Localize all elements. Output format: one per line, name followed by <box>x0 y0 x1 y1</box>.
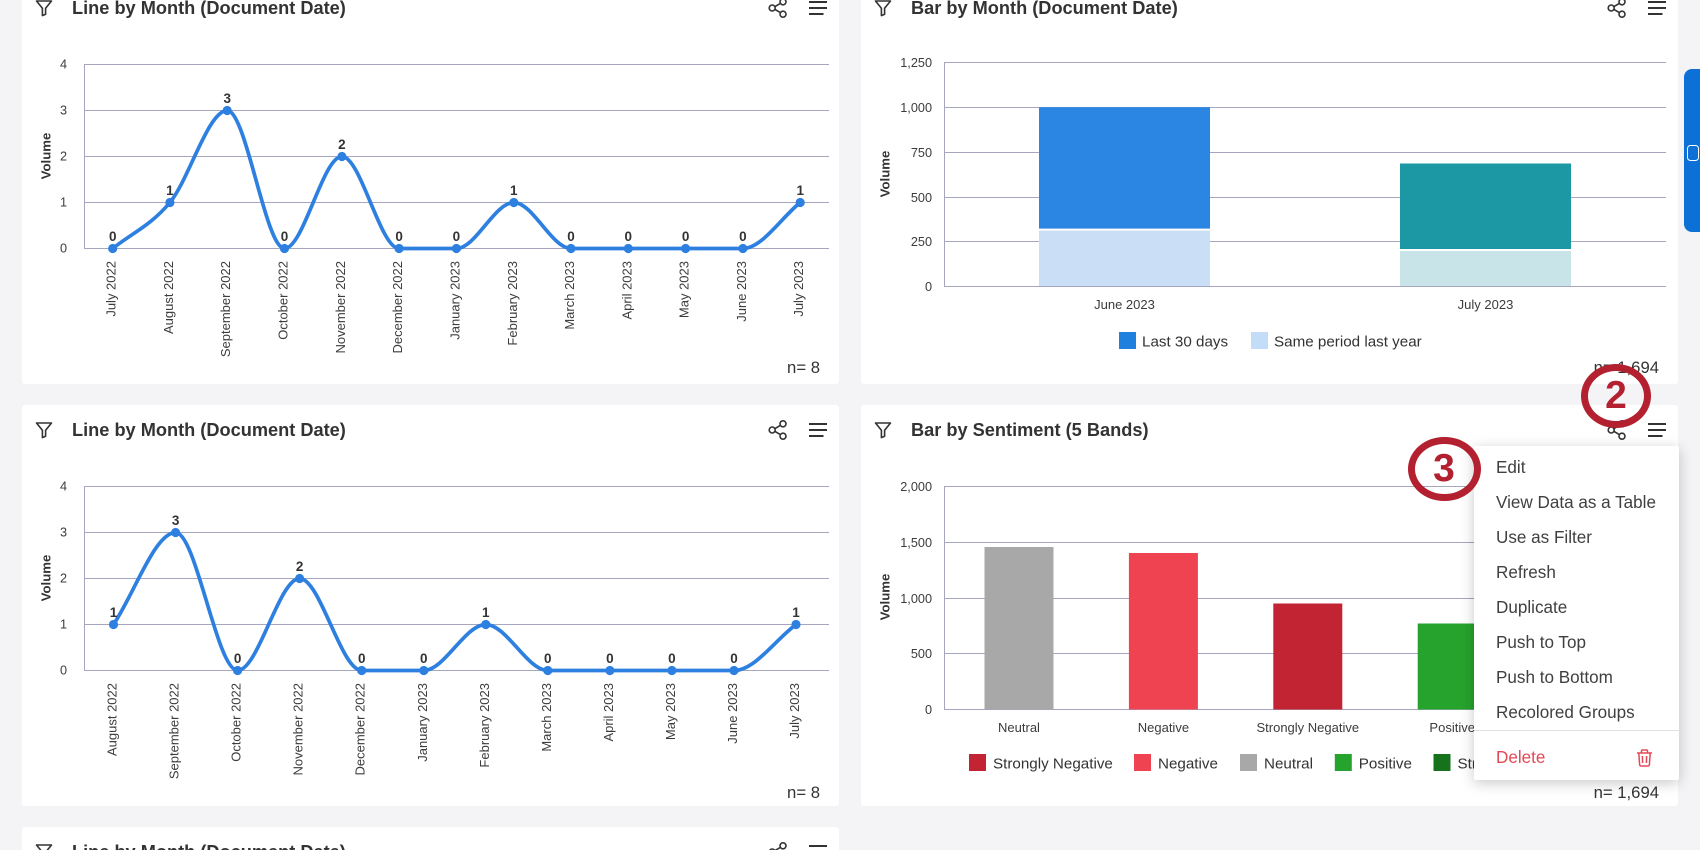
svg-text:June 2023: June 2023 <box>725 683 740 744</box>
svg-text:0: 0 <box>420 651 428 666</box>
svg-text:250: 250 <box>911 235 932 249</box>
svg-text:Neutral: Neutral <box>998 720 1040 735</box>
svg-text:October 2022: October 2022 <box>276 261 291 340</box>
svg-text:750: 750 <box>911 146 932 160</box>
svg-text:0: 0 <box>925 280 932 294</box>
svg-text:n= 8: n= 8 <box>787 358 820 377</box>
svg-text:Volume: Volume <box>878 574 893 621</box>
svg-text:2: 2 <box>60 150 67 164</box>
svg-text:0: 0 <box>739 229 747 244</box>
svg-text:2,000: 2,000 <box>900 480 932 494</box>
svg-text:Negative: Negative <box>1138 720 1189 735</box>
svg-text:June 2023: June 2023 <box>1094 297 1155 312</box>
svg-text:0: 0 <box>358 651 366 666</box>
svg-text:Neutral: Neutral <box>1264 756 1313 773</box>
svg-text:Volume: Volume <box>39 555 54 602</box>
svg-text:November 2022: November 2022 <box>291 683 306 776</box>
svg-text:0: 0 <box>109 229 117 244</box>
svg-text:Volume: Volume <box>878 151 893 198</box>
svg-text:July 2022: July 2022 <box>104 261 119 317</box>
svg-text:1: 1 <box>60 196 67 210</box>
svg-text:0: 0 <box>60 242 67 256</box>
svg-text:1: 1 <box>510 183 518 198</box>
svg-text:3: 3 <box>60 104 67 118</box>
svg-text:0: 0 <box>234 651 242 666</box>
svg-text:February 2023: February 2023 <box>477 683 492 768</box>
svg-text:January 2023: January 2023 <box>415 683 430 762</box>
svg-text:0: 0 <box>668 651 676 666</box>
svg-text:2: 2 <box>296 559 304 574</box>
svg-text:1: 1 <box>110 605 118 620</box>
svg-text:May 2023: May 2023 <box>663 683 678 740</box>
svg-text:April 2023: April 2023 <box>619 261 634 320</box>
svg-text:0: 0 <box>453 229 461 244</box>
svg-text:March 2023: March 2023 <box>562 261 577 330</box>
svg-text:Negative: Negative <box>1158 756 1218 773</box>
svg-text:n= 1,694: n= 1,694 <box>1594 783 1659 802</box>
svg-text:1,500: 1,500 <box>900 536 932 550</box>
svg-text:Same period last year: Same period last year <box>1274 334 1422 351</box>
svg-text:July 2023: July 2023 <box>791 261 806 317</box>
svg-text:October 2022: October 2022 <box>229 683 244 762</box>
svg-text:Strongly Negative: Strongly Negative <box>1256 720 1359 735</box>
svg-text:3: 3 <box>223 91 231 106</box>
svg-text:May 2023: May 2023 <box>677 261 692 318</box>
svg-text:January 2023: January 2023 <box>447 261 462 340</box>
svg-text:1: 1 <box>60 618 67 632</box>
svg-text:4: 4 <box>60 480 67 494</box>
svg-text:1: 1 <box>482 605 490 620</box>
svg-text:August 2022: August 2022 <box>161 261 176 334</box>
svg-text:1,000: 1,000 <box>900 592 932 606</box>
svg-text:n= 8: n= 8 <box>787 783 820 802</box>
svg-text:Positive: Positive <box>1429 720 1475 735</box>
svg-text:1,250: 1,250 <box>900 56 932 70</box>
svg-text:February 2023: February 2023 <box>505 261 520 346</box>
svg-text:August 2022: August 2022 <box>105 683 120 756</box>
svg-text:December 2022: December 2022 <box>390 261 405 354</box>
svg-text:December 2022: December 2022 <box>353 683 368 776</box>
svg-text:November 2022: November 2022 <box>333 261 348 354</box>
svg-text:3: 3 <box>60 526 67 540</box>
svg-text:Last 30 days: Last 30 days <box>1142 334 1229 351</box>
svg-text:Positive: Positive <box>1359 756 1412 773</box>
svg-text:1: 1 <box>796 183 804 198</box>
svg-text:0: 0 <box>606 651 614 666</box>
svg-text:June 2023: June 2023 <box>734 261 749 322</box>
svg-text:1: 1 <box>792 605 800 620</box>
svg-text:0: 0 <box>395 229 403 244</box>
svg-text:0: 0 <box>60 664 67 678</box>
svg-text:4: 4 <box>60 58 67 72</box>
svg-text:September 2022: September 2022 <box>218 261 233 357</box>
svg-text:Strongly Negative: Strongly Negative <box>993 756 1113 773</box>
svg-text:2: 2 <box>60 572 67 586</box>
svg-text:0: 0 <box>730 651 738 666</box>
svg-text:0: 0 <box>567 229 575 244</box>
svg-text:March 2023: March 2023 <box>539 683 554 752</box>
svg-text:1: 1 <box>166 183 174 198</box>
svg-text:1,000: 1,000 <box>900 101 932 115</box>
svg-text:0: 0 <box>544 651 552 666</box>
svg-text:0: 0 <box>925 703 932 717</box>
svg-text:0: 0 <box>682 229 690 244</box>
svg-text:Volume: Volume <box>39 133 54 180</box>
svg-text:3: 3 <box>172 513 180 528</box>
svg-text:2: 2 <box>338 137 346 152</box>
svg-text:April 2023: April 2023 <box>601 683 616 742</box>
svg-text:500: 500 <box>911 191 932 205</box>
svg-text:0: 0 <box>625 229 633 244</box>
svg-text:July 2023: July 2023 <box>1458 297 1514 312</box>
svg-text:September 2022: September 2022 <box>167 683 182 779</box>
svg-text:0: 0 <box>281 229 289 244</box>
svg-text:500: 500 <box>911 647 932 661</box>
svg-text:July 2023: July 2023 <box>787 683 802 739</box>
